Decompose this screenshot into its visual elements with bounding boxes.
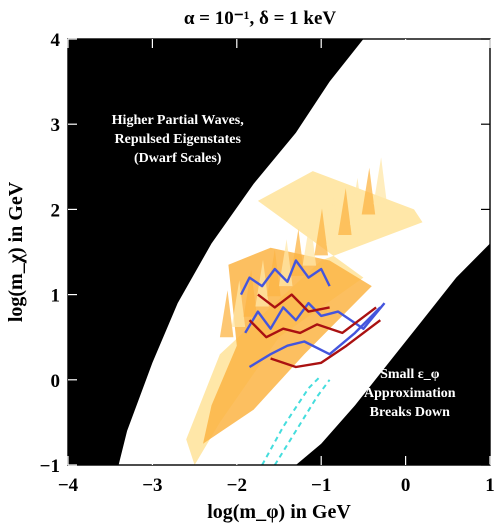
fringe-mark	[349, 177, 364, 225]
x-tick-label: 1	[485, 475, 495, 496]
x-tick-label: −1	[311, 475, 331, 496]
x-axis-label: log(m_φ) in GeV	[207, 501, 351, 523]
series-line	[248, 306, 377, 339]
x-tick-label: −3	[142, 475, 162, 496]
y-tick-label: 0	[51, 371, 61, 392]
x-tick-label: −4	[58, 475, 79, 496]
series-line	[257, 293, 330, 313]
series-line	[261, 374, 322, 466]
fringe-mark	[219, 290, 234, 338]
fringe-mark	[326, 198, 340, 246]
series-line	[270, 319, 382, 369]
series-line	[248, 306, 382, 369]
x-tick-label: 0	[401, 475, 411, 496]
annotation-line: Repulsed Eigenstates	[115, 132, 242, 147]
annotation: Small ε_φ Approximation Breaks Down	[364, 367, 456, 420]
fringe-mark	[361, 167, 376, 215]
y-tick-label: 4	[51, 30, 61, 51]
series-line	[239, 259, 331, 296]
y-tick-label: 2	[51, 200, 61, 221]
annotation-line: Higher Partial Waves,	[112, 113, 244, 128]
y-tick-label: −1	[40, 456, 60, 477]
annotations-layer: Higher Partial Waves, Repulsed Eigenstate…	[112, 113, 456, 420]
plot-frame	[67, 38, 491, 466]
series-layer	[239, 259, 386, 466]
fringe-mark	[314, 208, 328, 256]
chart-title: α = 10⁻¹, δ = 1 keV	[184, 8, 337, 29]
fringe-mark	[243, 269, 258, 317]
excluded-region-upper-left	[68, 39, 364, 465]
y-tick-label: 3	[51, 115, 61, 136]
fringe-mark	[231, 280, 246, 327]
series-line	[244, 301, 386, 334]
annotation-line: (Dwarf Scales)	[134, 151, 222, 166]
y-tick-label: 1	[51, 286, 61, 307]
series-line	[273, 379, 331, 466]
x-tick-label: −2	[227, 475, 247, 496]
ticks-layer: −4 −3 −2 −1 0 1 −1 0 1 2 3 4	[40, 30, 495, 496]
fringe-mark	[338, 188, 352, 235]
plot-area	[68, 39, 490, 465]
fringe-mark	[267, 249, 281, 297]
fringe-mark	[302, 218, 317, 266]
annotation-line: Small ε_φ	[380, 367, 440, 382]
fringe-mark	[373, 157, 387, 205]
excluded-region-lower-right	[295, 243, 490, 465]
y-axis-label: log(m_χ) in GeV	[5, 181, 27, 322]
annotation-line: Breaks Down	[370, 405, 450, 420]
annotation-line: Approximation	[364, 386, 456, 401]
annotation: Higher Partial Waves, Repulsed Eigenstate…	[112, 113, 244, 166]
